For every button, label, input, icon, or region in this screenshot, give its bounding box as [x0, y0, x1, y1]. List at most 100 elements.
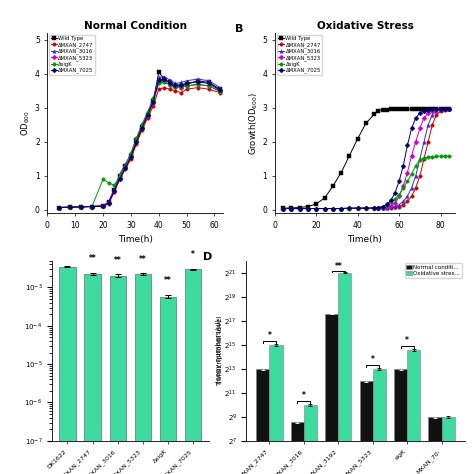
ΔMXAN_3016: [355, 205, 361, 211]
ΔsigK: [150, 96, 156, 101]
ΔsigK: [401, 185, 406, 191]
ΔMXAN_3016: [380, 205, 385, 211]
ΔMXAN_5323: [195, 82, 201, 87]
ΔMXAN_2747: [128, 156, 134, 162]
Legend: Normal conditi..., Oxidative stres...: Normal conditi..., Oxidative stres...: [405, 264, 462, 278]
ΔMXAN_2747: [122, 166, 128, 172]
Bar: [394, 369, 407, 474]
ΔMXAN_5323: [392, 200, 398, 206]
ΔsigK: [106, 180, 111, 185]
ΔMXAN_2747: [184, 86, 190, 92]
ΔMXAN_2747: [289, 206, 294, 211]
ΔMXAN_5323: [346, 205, 352, 211]
ΔMXAN_3016: [413, 173, 419, 179]
ΔMXAN_3016: [206, 78, 212, 83]
ΔsigK: [446, 154, 452, 159]
ΔMXAN_2747: [297, 206, 302, 211]
ΔsigK: [122, 164, 128, 170]
ΔMXAN_2747: [405, 199, 410, 204]
Wild Type: [355, 136, 361, 141]
ΔMXAN_5323: [167, 82, 173, 88]
ΔMXAN_3016: [178, 80, 184, 85]
ΔMXAN_2747: [346, 205, 352, 211]
ΔsigK: [346, 206, 352, 211]
ΔMXAN_2747: [217, 90, 223, 95]
ΔMXAN_7025: [388, 198, 394, 203]
Text: **: **: [114, 255, 122, 264]
ΔMXAN_7025: [111, 188, 117, 194]
ΔMXAN_2747: [442, 107, 447, 112]
ΔMXAN_5323: [388, 203, 394, 209]
ΔMXAN_7025: [184, 81, 190, 86]
ΔMXAN_5323: [217, 88, 223, 94]
ΔMXAN_5323: [396, 193, 402, 199]
ΔMXAN_2747: [401, 202, 406, 208]
ΔMXAN_2747: [338, 206, 344, 211]
ΔMXAN_7025: [106, 200, 111, 206]
Wild Type: [128, 153, 134, 158]
Wild Type: [111, 187, 117, 192]
Line: Wild Type: Wild Type: [57, 71, 222, 209]
ΔMXAN_2747: [134, 141, 139, 146]
ΔMXAN_7025: [195, 79, 201, 85]
ΔMXAN_3016: [55, 205, 61, 210]
ΔMXAN_3016: [289, 206, 294, 211]
ΔMXAN_7025: [375, 205, 381, 210]
ΔMXAN_5323: [417, 126, 423, 131]
Wild Type: [117, 173, 123, 179]
Wild Type: [156, 69, 162, 75]
Wild Type: [413, 107, 419, 112]
ΔMXAN_5323: [313, 206, 319, 211]
Bar: [304, 405, 317, 474]
ΔMXAN_3016: [409, 185, 414, 191]
ΔsigK: [313, 206, 319, 211]
Bar: [373, 369, 386, 474]
ΔMXAN_7025: [289, 206, 294, 211]
ΔMXAN_2747: [429, 122, 435, 128]
ΔMXAN_7025: [206, 81, 212, 86]
ΔMXAN_2747: [322, 206, 328, 211]
Line: ΔMXAN_7025: ΔMXAN_7025: [57, 78, 222, 209]
Bar: [160, 297, 176, 474]
ΔMXAN_7025: [89, 204, 95, 210]
ΔMXAN_5323: [156, 80, 162, 85]
ΔMXAN_2747: [413, 185, 419, 191]
ΔMXAN_3016: [429, 112, 435, 118]
ΔsigK: [417, 157, 423, 163]
ΔsigK: [429, 154, 435, 159]
ΔMXAN_7025: [150, 99, 156, 105]
ΔMXAN_3016: [139, 122, 145, 128]
ΔsigK: [421, 155, 427, 161]
ΔsigK: [100, 176, 106, 182]
Wild Type: [280, 205, 286, 211]
Text: **: **: [335, 262, 342, 271]
Wild Type: [289, 205, 294, 211]
ΔMXAN_5323: [338, 206, 344, 211]
ΔMXAN_3016: [434, 109, 439, 114]
Wild Type: [372, 111, 377, 117]
ΔMXAN_5323: [434, 107, 439, 112]
Text: D: D: [203, 252, 212, 262]
Wild Type: [195, 78, 201, 83]
Wild Type: [167, 80, 173, 85]
Bar: [59, 267, 76, 474]
ΔMXAN_3016: [184, 78, 190, 83]
ΔsigK: [55, 205, 61, 210]
ΔMXAN_7025: [178, 82, 184, 88]
ΔMXAN_3016: [156, 74, 162, 80]
Bar: [325, 314, 338, 474]
ΔsigK: [67, 204, 73, 210]
ΔsigK: [305, 206, 311, 211]
ΔMXAN_3016: [117, 172, 123, 177]
ΔMXAN_2747: [417, 173, 423, 179]
ΔMXAN_2747: [162, 85, 167, 91]
Bar: [338, 273, 351, 474]
ΔMXAN_5323: [413, 139, 419, 145]
ΔMXAN_2747: [106, 201, 111, 207]
ΔMXAN_2747: [150, 103, 156, 109]
ΔsigK: [442, 154, 447, 159]
ΔMXAN_3016: [195, 76, 201, 82]
ΔMXAN_3016: [313, 206, 319, 211]
ΔMXAN_3016: [122, 161, 128, 167]
ΔMXAN_5323: [289, 206, 294, 211]
